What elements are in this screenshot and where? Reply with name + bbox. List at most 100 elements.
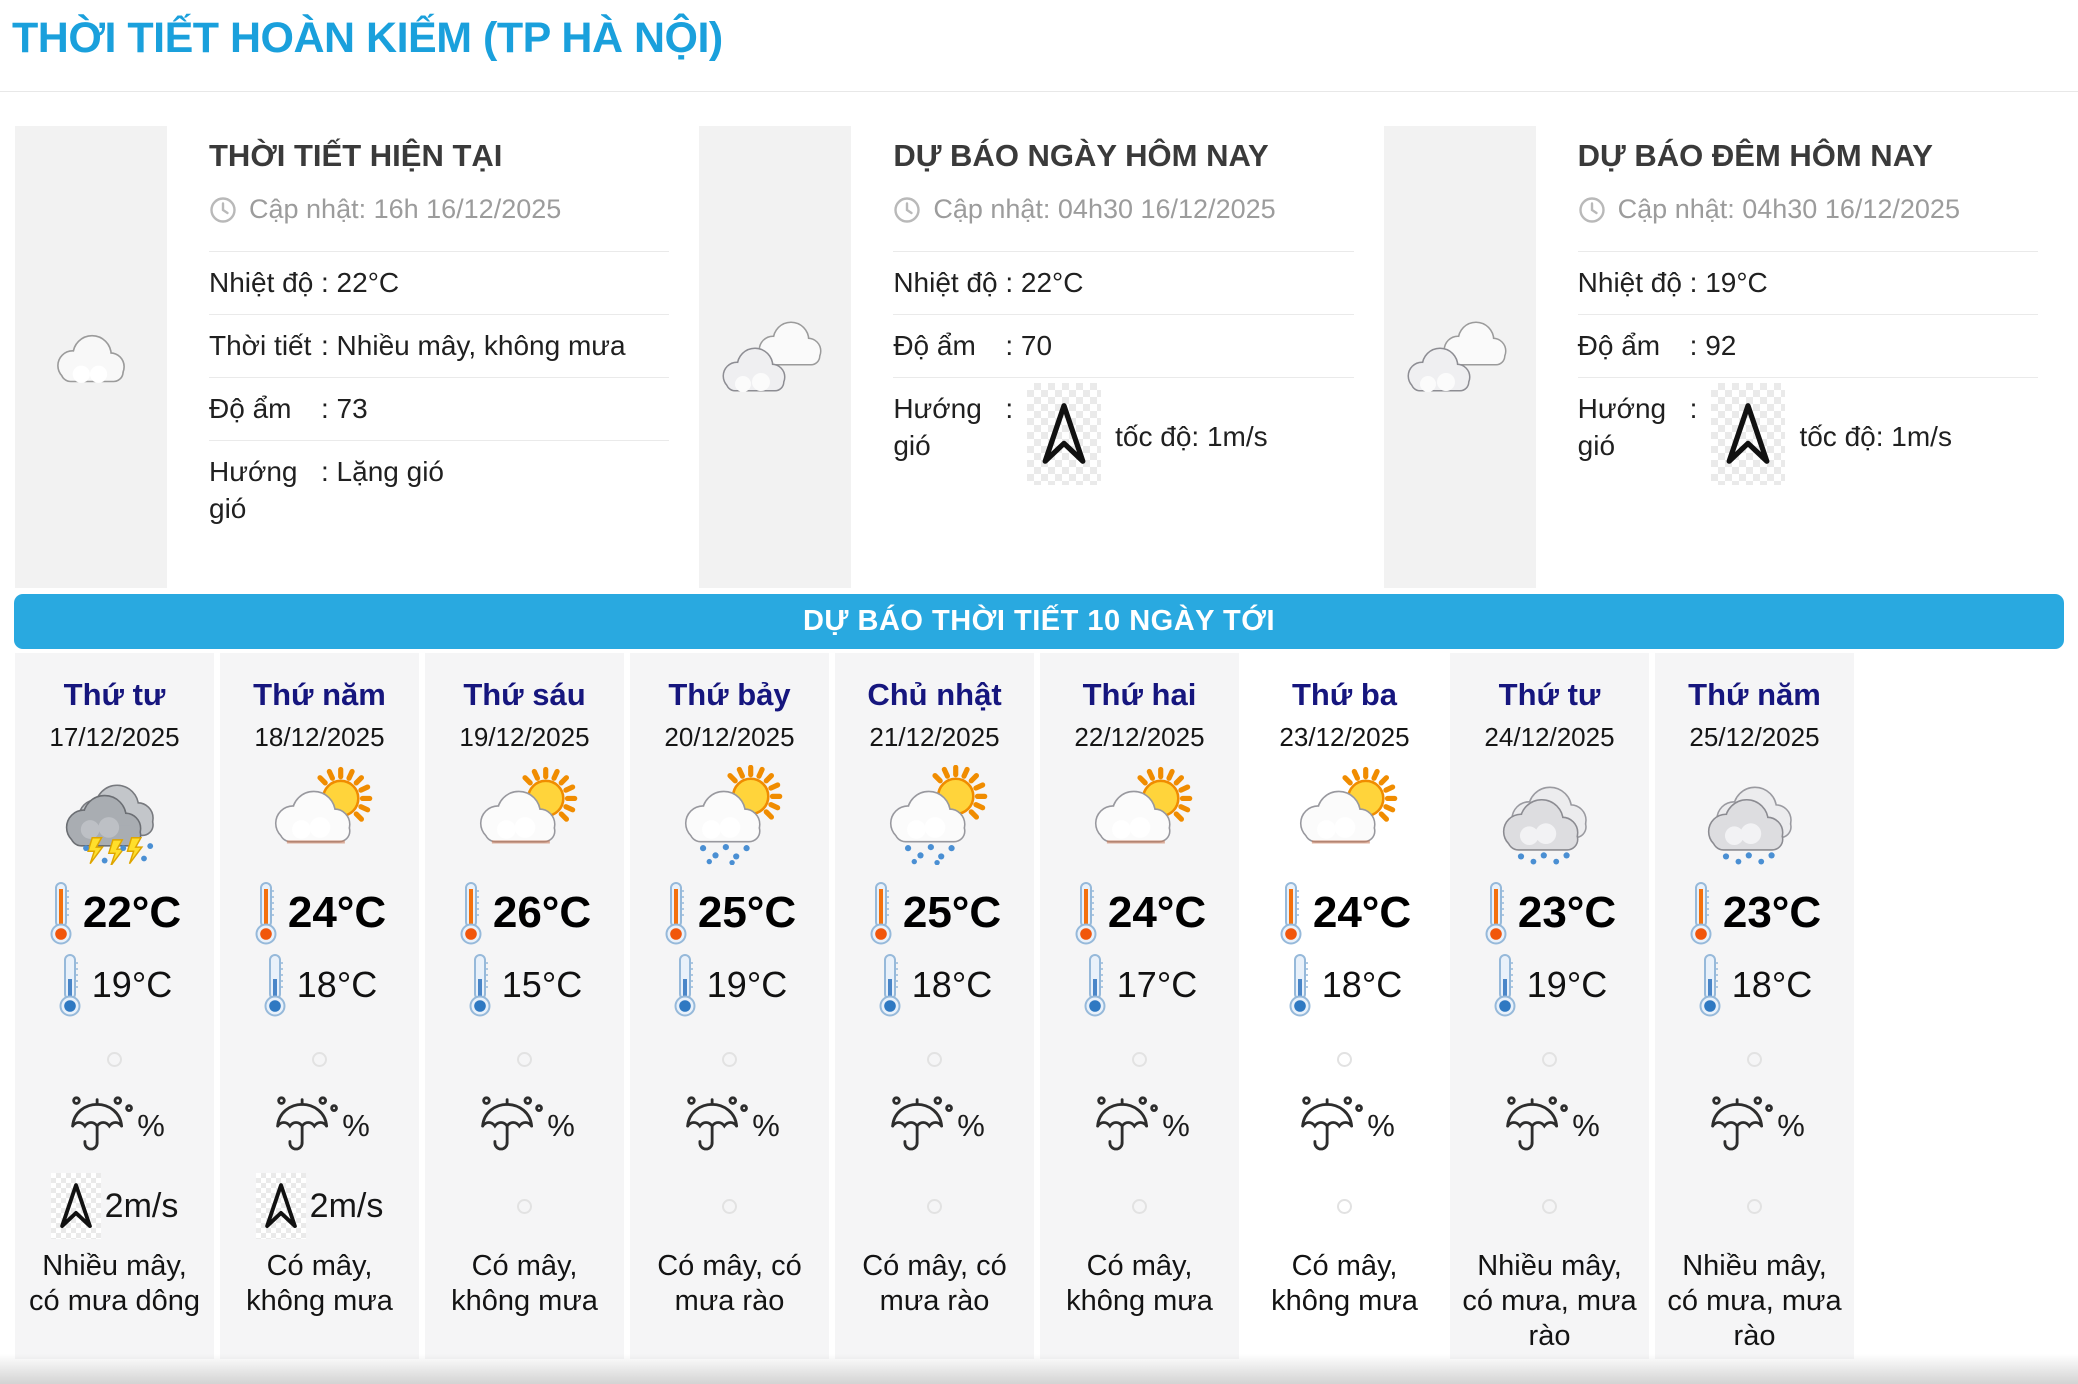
forecast-day-column[interactable]: Thứ sáu 19/12/2025 26°C 15°C% Có mây, không … (425, 653, 624, 1359)
page-title: THỜI TIẾT HOÀN KIẾM (TP HÀ NỘI) (12, 14, 723, 62)
low-temp-value: 17°C (1116, 964, 1198, 1005)
day-name: Thứ tư (63, 677, 166, 712)
panel-row: Nhiệt độ: 19°C (1577, 251, 2038, 314)
summary-panel: THỜI TIẾT HIỆN TẠI Cập nhật: 16h 16/12/20… (15, 126, 670, 588)
precipitation-percent: % (957, 1108, 985, 1143)
row-colon: : (1005, 392, 1014, 424)
day-description: Có mây, có mưa rào (862, 1250, 1007, 1317)
forecast-day-column[interactable]: Thứ năm 25/12/2025 23°C 18°C% Nhiều mây, có … (1655, 653, 1854, 1359)
wind-direction-checker (1711, 382, 1786, 485)
low-temp-row: 18°C (835, 953, 1034, 1017)
day-weather-icon (425, 765, 624, 865)
forecast-day-column[interactable]: Thứ năm 18/12/2025 24°C 18°C% 2m/s Có mây, kh… (220, 653, 419, 1359)
clock-icon (893, 196, 921, 224)
ten-day-forecast-strip: Thứ tư 17/12/2025 22°C 19°C% 2m/s Nhiều mây, … (15, 653, 2078, 1359)
cloud-rain-icon (1697, 765, 1813, 865)
forecast-day-column[interactable]: Chủ nhật 21/12/2025 25°C 18°C% Có mây, có mư… (835, 653, 1034, 1359)
placeholder-slot (220, 1041, 419, 1077)
high-temp-value: 23°C (1517, 888, 1617, 937)
wind-direction-checker (255, 1173, 306, 1239)
umbrella-rain-icon (884, 1095, 954, 1157)
row-label: Nhiệt độ (209, 267, 314, 298)
thermometer-high-icon (1688, 881, 1714, 945)
wind-slot (630, 1167, 829, 1245)
panel-row: Độ ẩm: 92 (1577, 313, 2038, 377)
wind-slot (1040, 1167, 1239, 1245)
wind-direction-checker (50, 1173, 101, 1239)
placeholder-circle (517, 1051, 532, 1067)
forecast-day-column[interactable]: Thứ ba 23/12/2025 24°C 18°C% Có mây, không m… (1245, 653, 1444, 1359)
thermometer-high-icon (458, 881, 484, 945)
wind-slot (425, 1167, 624, 1245)
day-description: Nhiều mây, có mưa, mưa rào (1462, 1250, 1637, 1352)
panel-updated-label: Cập nhật: 04h30 16/12/2025 (1617, 194, 1960, 224)
thermometer-high-icon (868, 881, 894, 945)
placeholder-circle (722, 1198, 737, 1214)
day-weather-icon (1040, 765, 1239, 865)
day-date: 21/12/2025 (869, 722, 1000, 752)
day-date: 24/12/2025 (1484, 722, 1615, 752)
day-weather-icon (15, 765, 214, 865)
sun-cloud-icon (1287, 765, 1403, 865)
placeholder-circle (1337, 1198, 1352, 1214)
umbrella-rain-icon (269, 1095, 339, 1157)
low-temp-value: 18°C (1731, 964, 1813, 1005)
high-temp-value: 23°C (1722, 888, 1822, 937)
row-value: : Nhiều mây, không mưa (321, 329, 626, 361)
thermometer-low-icon (1492, 953, 1518, 1017)
panel-row: Hướng gió: Lặng gió (209, 439, 670, 540)
low-temp-value: 18°C (1321, 964, 1403, 1005)
low-temp-row: 19°C (1450, 953, 1649, 1017)
precipitation-percent: % (137, 1108, 165, 1143)
low-temp-value: 18°C (911, 964, 993, 1005)
forecast-day-column[interactable]: Thứ tư 24/12/2025 23°C 19°C% Nhiều mây, có m… (1450, 653, 1649, 1359)
forecast-day-column[interactable]: Thứ bảy 20/12/2025 25°C 19°C% Có mây, có mưa… (630, 653, 829, 1359)
high-temp-value: 25°C (697, 888, 797, 937)
day-date: 22/12/2025 (1074, 722, 1205, 752)
row-label: Độ ẩm (1577, 329, 1661, 361)
high-temp-row: 24°C (1040, 881, 1239, 945)
day-date: 18/12/2025 (254, 722, 385, 752)
panel-rows: Nhiệt độ: 22°C Độ ẩm: 70 Hướng gió: tốc độ:… (893, 251, 1354, 497)
umbrella-rain-icon (64, 1095, 134, 1157)
umbrella-rain-icon (679, 1095, 749, 1157)
placeholder-circle (722, 1051, 737, 1067)
forecast-day-column[interactable]: Thứ hai 22/12/2025 24°C 17°C% Có mây, không … (1040, 653, 1239, 1359)
panel-updated: Cập nhật: 16h 16/12/2025 (209, 194, 669, 225)
row-label: Hướng gió (893, 392, 982, 461)
low-temp-row: 19°C (15, 953, 214, 1017)
row-label: Độ ẩm (209, 392, 292, 424)
panel-row: Thời tiết: Nhiều mây, không mưa (209, 313, 670, 377)
panel-rows: Nhiệt độ: 19°C Độ ẩm: 92 Hướng gió: tốc độ:… (1577, 251, 2038, 497)
cloud-rain-icon (1492, 765, 1608, 865)
panel-updated: Cập nhật: 04h30 16/12/2025 (893, 194, 1353, 225)
panel-row: Hướng gió: tốc độ: 1m/s (1577, 376, 2038, 497)
high-temp-row: 26°C (425, 881, 624, 945)
row-value: : 22°C (1005, 267, 1084, 298)
wind-speed-value: 2m/s (309, 1186, 384, 1225)
low-temp-value: 15°C (501, 964, 583, 1005)
low-temp-value: 19°C (91, 964, 173, 1005)
low-temp-row: 18°C (220, 953, 419, 1017)
umbrella-rain-icon (1294, 1095, 1364, 1157)
day-weather-icon (835, 765, 1034, 865)
panel-updated-label: Cập nhật: 04h30 16/12/2025 (933, 194, 1276, 224)
low-temp-row: 18°C (1655, 953, 1854, 1017)
thermometer-high-icon (48, 881, 74, 945)
precipitation-percent: % (1367, 1108, 1395, 1143)
precipitation-percent: % (1572, 1108, 1600, 1143)
thermometer-low-icon (672, 953, 698, 1017)
precipitation-row: % (1450, 1085, 1649, 1167)
panel-weather-icon-column (1383, 126, 1536, 588)
day-date: 23/12/2025 (1279, 722, 1410, 752)
high-temp-value: 26°C (492, 888, 592, 937)
weather-page: THỜI TIẾT HOÀN KIẾM (TP HÀ NỘI) THỜI TIẾ… (0, 14, 2078, 1384)
day-description: Nhiều mây, có mưa, mưa rào (1667, 1250, 1842, 1352)
high-temp-value: 22°C (82, 888, 182, 937)
summary-panels: THỜI TIẾT HIỆN TẠI Cập nhật: 16h 16/12/20… (15, 126, 2038, 588)
forecast-day-column[interactable]: Thứ tư 17/12/2025 22°C 19°C% 2m/s Nhiều mây, … (15, 653, 214, 1359)
precipitation-percent: % (1162, 1108, 1190, 1143)
umbrella-rain-icon (1089, 1095, 1159, 1157)
low-temp-row: 17°C (1040, 953, 1239, 1017)
panel-rows: Nhiệt độ: 22°C Thời tiết: Nhiều mây, khôn… (209, 251, 670, 540)
